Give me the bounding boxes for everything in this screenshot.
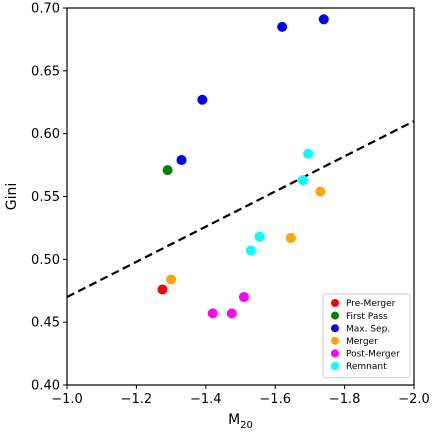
legend-marker	[331, 299, 339, 307]
legend-label: Max. Sep.	[346, 324, 390, 334]
legend-box	[322, 293, 411, 379]
reference-dashed-line	[67, 120, 414, 299]
point-merger-3	[315, 186, 326, 197]
x-tick-label: −1.6	[259, 392, 291, 407]
point-post-merger-2	[226, 308, 237, 319]
x-tick-label: −1.0	[51, 392, 83, 407]
x-axis-label-subscript: 20	[240, 420, 253, 431]
point-remnant-4	[303, 148, 314, 159]
x-tick-label: −2.0	[398, 392, 430, 407]
y-tick-label: 0.70	[31, 2, 60, 17]
point-max-sep-4	[318, 14, 329, 25]
x-axis-label: M20	[228, 412, 253, 431]
point-merger-2	[285, 232, 296, 243]
legend: Pre-Merger First Pass Max. Sep. Merger Post-…	[322, 293, 411, 379]
x-tick-label: −1.8	[329, 392, 361, 407]
x-axis-label-main: M	[228, 412, 240, 428]
y-tick-label: 0.45	[31, 316, 60, 331]
data-points	[157, 14, 329, 319]
point-max-sep-3	[277, 21, 288, 32]
legend-marker	[331, 349, 339, 358]
point-remnant-1	[245, 245, 256, 256]
point-remnant-3	[297, 175, 308, 186]
point-max-sep-2	[197, 94, 208, 105]
point-max-sep-1	[176, 155, 187, 166]
point-post-merger-3	[238, 292, 249, 303]
legend-marker	[331, 362, 339, 370]
point-post-merger-1	[207, 308, 218, 319]
legend-label: Post-Merger	[346, 350, 400, 360]
legend-label: First Pass	[346, 312, 388, 322]
y-tick-label: 0.55	[31, 190, 60, 205]
point-remnant-2	[254, 231, 265, 242]
point-merger-1	[166, 274, 177, 285]
legend-label: Merger	[346, 337, 378, 347]
x-tick-label: −1.4	[190, 392, 222, 407]
axis-ticks: −1.0 −1.2 −1.4 −1.6 −1.8 −2.0 0.40 0.45 0.50 0.55…	[31, 2, 430, 408]
y-tick-label: 0.40	[31, 379, 60, 394]
legend-marker	[331, 311, 339, 320]
legend-marker	[331, 324, 339, 333]
legend-label: Remnant	[346, 362, 387, 372]
legend-marker	[331, 336, 339, 345]
point-first-pass-1	[162, 165, 173, 176]
y-tick-label: 0.60	[31, 127, 60, 142]
y-tick-label: 0.65	[31, 64, 60, 79]
y-tick-label: 0.50	[31, 253, 60, 268]
legend-label: Pre-Merger	[346, 299, 396, 309]
x-tick-label: −1.2	[121, 392, 153, 407]
point-pre-merger-1	[157, 284, 168, 295]
y-axis-label: Gini	[4, 183, 20, 211]
